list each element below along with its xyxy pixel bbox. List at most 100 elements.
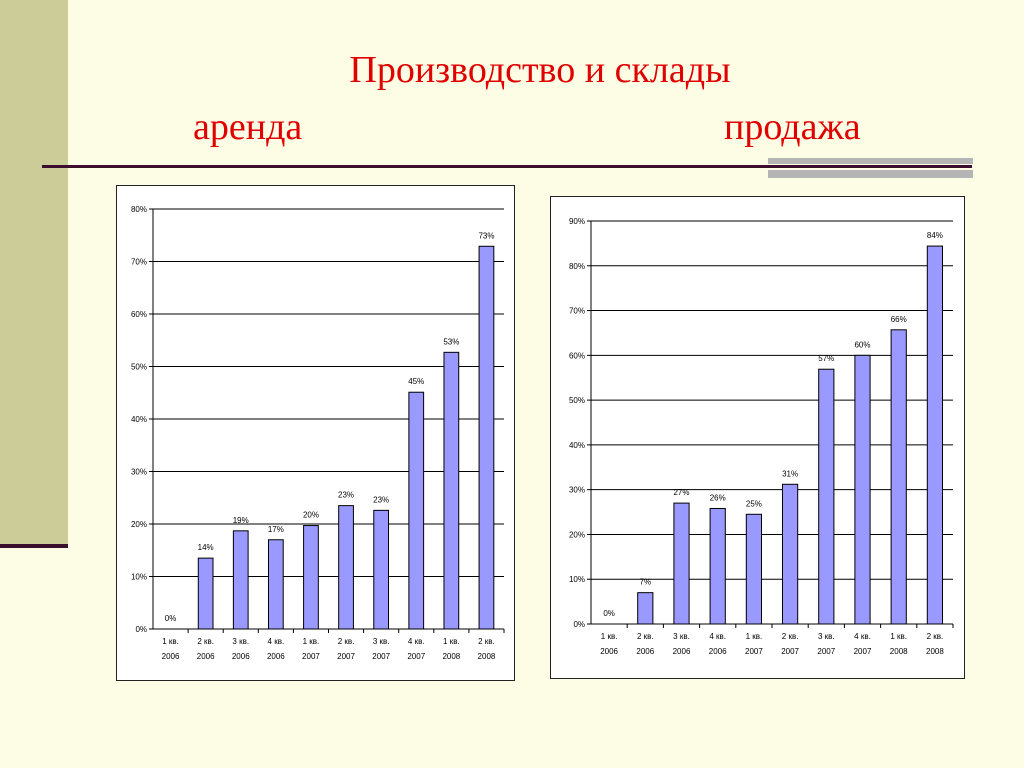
bar [709, 507, 726, 625]
data-label: 0% [603, 609, 615, 618]
y-tick-label: 60% [569, 351, 585, 360]
bar [303, 525, 319, 630]
x-tick-label-year: 2007 [372, 652, 390, 661]
x-tick-label-quarter: 1 кв. [443, 637, 460, 646]
x-tick-label-year: 2006 [636, 647, 654, 656]
data-label: 57% [818, 354, 834, 363]
x-tick-label-year: 2008 [478, 652, 496, 661]
data-label: 0% [165, 614, 177, 623]
bar [338, 505, 354, 630]
y-tick-label: 0% [135, 625, 147, 634]
x-tick-label-quarter: 2 кв. [637, 632, 654, 641]
rent-chart-svg: 0% 10% 20% 30% 40% 50% 60% 70% 80% 0% 1 кв. 2006 14%… [131, 205, 505, 661]
x-tick-label-quarter: 3 кв. [818, 632, 835, 641]
x-tick-label-year: 2007 [337, 652, 355, 661]
x-tick-label-quarter: 3 кв. [373, 637, 390, 646]
y-tick-label: 50% [131, 363, 147, 372]
bar [232, 530, 249, 630]
data-label: 23% [373, 495, 389, 504]
bar [267, 539, 284, 630]
data-label: 26% [710, 493, 726, 502]
x-tick-label-year: 2007 [302, 652, 320, 661]
data-label: 73% [478, 231, 494, 240]
y-tick-label: 80% [569, 262, 585, 271]
bar [781, 483, 799, 625]
x-tick-label-year: 2008 [442, 652, 460, 661]
x-tick-label-quarter: 4 кв. [408, 637, 425, 646]
bar [890, 329, 907, 625]
y-tick-label: 40% [569, 441, 585, 450]
data-label: 84% [927, 231, 943, 240]
title-decoration-stripe [768, 170, 973, 178]
x-tick-label-quarter: 1 кв. [890, 632, 907, 641]
x-tick-label-quarter: 4 кв. [709, 632, 726, 641]
bar [373, 509, 390, 630]
data-label: 25% [746, 499, 762, 508]
y-tick-label: 70% [569, 307, 585, 316]
x-tick-label-quarter: 2 кв. [478, 637, 495, 646]
bar [197, 557, 214, 630]
bar [854, 354, 871, 625]
data-label: 17% [268, 525, 284, 534]
x-tick-label-year: 2007 [781, 647, 799, 656]
data-label: 7% [640, 578, 652, 587]
y-tick-label: 60% [131, 310, 147, 319]
x-tick-label-year: 2008 [890, 647, 908, 656]
bar [637, 592, 654, 625]
subtitle-sale: продажа [724, 106, 861, 148]
x-tick-label-year: 2006 [232, 652, 250, 661]
data-label: 45% [408, 377, 424, 386]
x-tick-label-quarter: 2 кв. [927, 632, 944, 641]
bar [408, 391, 425, 630]
bar [478, 245, 495, 630]
bar [818, 368, 835, 625]
sale-chart-svg: 0% 10% 20% 30% 40% 50% 60% 70% 80% 90% 0% 1 кв. 2006… [569, 217, 954, 656]
x-tick-label-year: 2007 [854, 647, 872, 656]
y-tick-label: 10% [569, 575, 585, 584]
y-tick-label: 20% [569, 530, 585, 539]
bar [745, 513, 763, 625]
x-tick-label-year: 2006 [162, 652, 180, 661]
x-tick-label-year: 2008 [926, 647, 944, 656]
data-label: 14% [198, 543, 214, 552]
x-tick-label-year: 2006 [267, 652, 285, 661]
x-tick-label-year: 2007 [745, 647, 763, 656]
y-tick-label: 20% [131, 520, 147, 529]
data-label: 20% [303, 511, 319, 520]
x-tick-label-quarter: 2 кв. [338, 637, 355, 646]
x-tick-label-year: 2006 [709, 647, 727, 656]
data-label: 27% [673, 488, 689, 497]
sale-chart: 0% 10% 20% 30% 40% 50% 60% 70% 80% 90% 0% 1 кв. 2006… [550, 196, 965, 679]
data-label: 60% [854, 340, 870, 349]
y-tick-label: 0% [573, 620, 585, 629]
data-label: 19% [233, 516, 249, 525]
x-tick-label-quarter: 4 кв. [854, 632, 871, 641]
slide-title: Производство и склады [349, 49, 731, 91]
side-decoration-rule [0, 544, 68, 548]
x-tick-label-year: 2006 [197, 652, 215, 661]
title-divider [42, 165, 972, 168]
y-tick-label: 10% [131, 573, 147, 582]
y-tick-label: 70% [131, 258, 147, 267]
x-tick-label-quarter: 1 кв. [601, 632, 618, 641]
x-tick-label-quarter: 1 кв. [303, 637, 320, 646]
x-tick-label-quarter: 3 кв. [232, 637, 249, 646]
y-tick-label: 30% [569, 486, 585, 495]
y-tick-label: 40% [131, 415, 147, 424]
y-tick-label: 30% [131, 468, 147, 477]
bar [443, 351, 460, 630]
x-tick-label-quarter: 3 кв. [673, 632, 690, 641]
x-tick-label-quarter: 1 кв. [162, 637, 179, 646]
y-tick-label: 50% [569, 396, 585, 405]
x-tick-label-year: 2006 [673, 647, 691, 656]
title-decoration-stripe [768, 158, 973, 164]
x-tick-label-quarter: 2 кв. [782, 632, 799, 641]
x-tick-label-year: 2007 [817, 647, 835, 656]
x-tick-label-year: 2006 [600, 647, 618, 656]
data-label: 31% [782, 469, 798, 478]
data-label: 23% [338, 491, 354, 500]
bar [673, 502, 690, 625]
subtitle-rent: аренда [193, 106, 303, 148]
rent-chart: 0% 10% 20% 30% 40% 50% 60% 70% 80% 0% 1 кв. 2006 14%… [116, 185, 515, 681]
data-label: 66% [891, 315, 907, 324]
